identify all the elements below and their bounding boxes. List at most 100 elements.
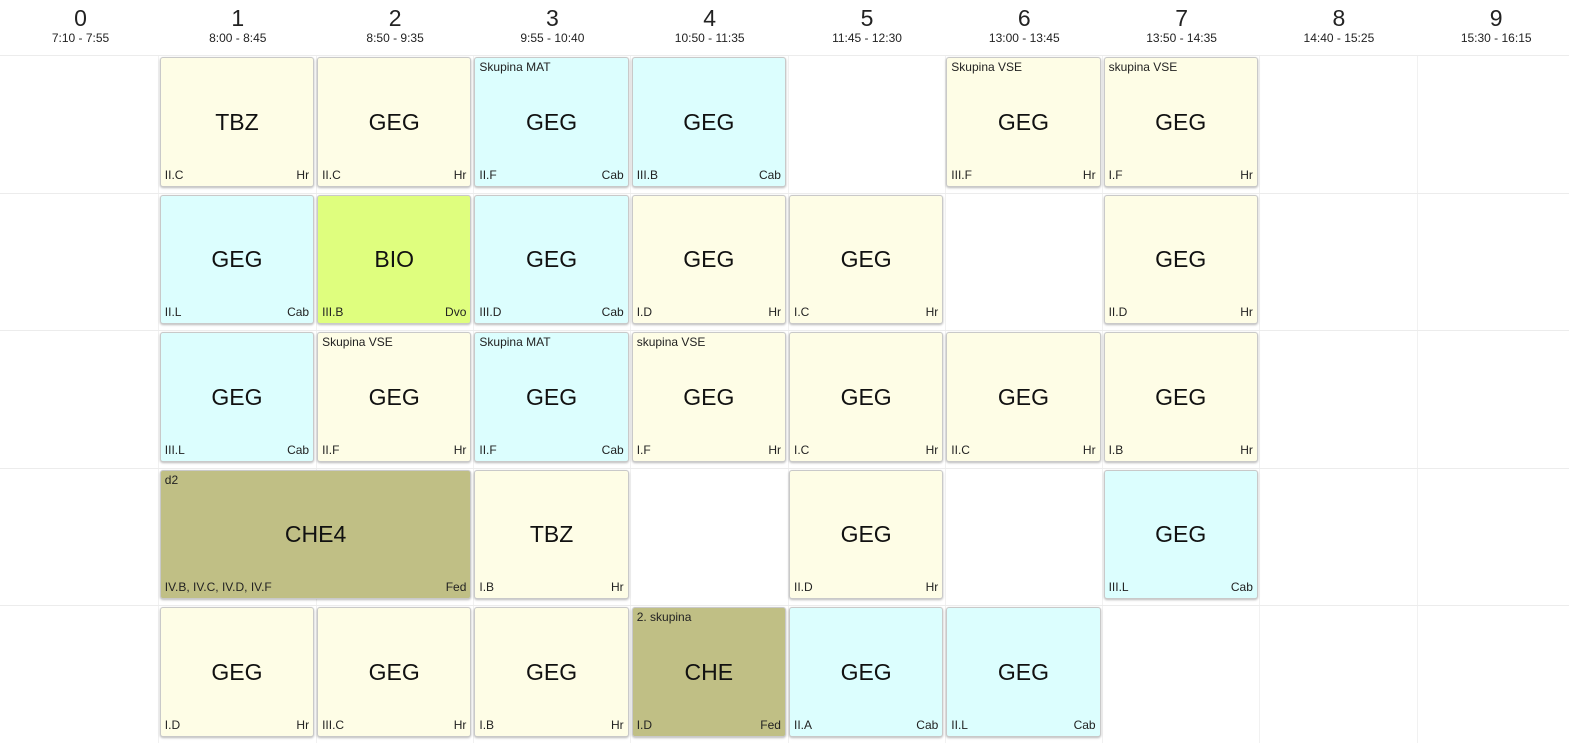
lesson-card[interactable]: GEG II.C Hr: [317, 57, 472, 187]
grid-line: [944, 55, 946, 743]
lesson-card[interactable]: GEG III.L Cab: [1103, 469, 1258, 599]
lesson-card[interactable]: GEG I.B Hr: [1103, 332, 1258, 462]
lesson-class: I.F: [1108, 167, 1123, 182]
lesson-class: IV.B, IV.C, IV.D, IV.F: [164, 580, 272, 594]
lesson-card[interactable]: Skupina VSE GEG III.F Hr: [946, 57, 1101, 187]
lesson-subject: CHE4: [284, 521, 347, 548]
lesson-card[interactable]: Skupina MAT GEG II.F Cab: [474, 332, 629, 462]
lesson-group-label: d2: [164, 472, 179, 487]
lesson-class: I.D: [164, 717, 181, 732]
lesson-subject: CHE: [684, 658, 734, 685]
lesson-subject: GEG: [525, 108, 578, 135]
period-number: 2: [388, 5, 402, 31]
lesson-teacher: Hr: [1082, 442, 1096, 457]
lesson-card[interactable]: BIO III.B Dvo: [317, 194, 472, 324]
lesson-card[interactable]: GEG II.A Cab: [789, 607, 944, 737]
lesson-subject: GEG: [368, 383, 420, 410]
lesson-class: III.D: [479, 305, 502, 319]
lesson-card[interactable]: GEG I.B Hr: [474, 607, 629, 737]
lesson-subject: GEG: [997, 108, 1049, 135]
lesson-card[interactable]: GEG III.D Cab: [474, 194, 629, 324]
lesson-card[interactable]: GEG II.C Hr: [946, 332, 1101, 462]
lesson-teacher: Fed: [445, 580, 467, 594]
period-time: 13:50 - 14:35: [1146, 31, 1217, 45]
day-row-3: [0, 330, 1569, 468]
lesson-teacher: Hr: [1240, 167, 1253, 182]
lesson-teacher: Hr: [296, 717, 310, 732]
lesson-subject: TBZ: [529, 521, 574, 548]
lesson-card[interactable]: GEG II.L Cab: [159, 194, 315, 324]
lesson-subject: GEG: [211, 246, 263, 273]
lesson-card[interactable]: GEG III.B Cab: [631, 57, 786, 187]
lesson-card[interactable]: GEG III.L Cab: [159, 332, 315, 462]
lesson-subject: GEG: [997, 383, 1049, 410]
lesson-group-label: Skupina VSE: [951, 60, 1023, 74]
period-number: 7: [1175, 5, 1188, 31]
lesson-subject: GEG: [211, 383, 263, 410]
lesson-subject: GEG: [1155, 246, 1207, 273]
lesson-subject: GEG: [1155, 108, 1207, 135]
lesson-card[interactable]: GEG I.D Hr: [159, 607, 315, 737]
lesson-group-label: skupina VSE: [1108, 60, 1178, 74]
period-number: 1: [231, 5, 245, 31]
lesson-teacher: Hr: [453, 717, 467, 732]
period-time: 9:55 - 10:40: [520, 31, 585, 45]
lesson-card[interactable]: 2. skupina CHE I.D Fed: [631, 607, 786, 737]
period-number: 6: [1017, 5, 1031, 31]
lesson-subject: GEG: [683, 383, 735, 410]
lesson-class: I.B: [1108, 442, 1124, 457]
lesson-subject: GEG: [840, 658, 892, 685]
period-time: 10:50 - 11:35: [674, 31, 745, 45]
period-header-3: 3 9:55 - 10:40: [474, 0, 631, 52]
lesson-card[interactable]: GEG I.D Hr: [631, 194, 786, 324]
lesson-class: II.F: [479, 167, 497, 182]
lesson-teacher: Fed: [760, 717, 781, 732]
lesson-card[interactable]: GEG II.L Cab: [946, 607, 1101, 737]
period-time: 8:50 - 9:35: [366, 31, 424, 45]
lesson-card[interactable]: TBZ II.C Hr: [159, 57, 315, 187]
lesson-class: I.D: [636, 305, 653, 319]
lesson-card[interactable]: GEG II.D Hr: [1103, 194, 1258, 324]
lesson-card[interactable]: skupina VSE GEG I.F Hr: [1103, 57, 1258, 187]
lesson-subject: GEG: [840, 246, 892, 273]
lesson-card[interactable]: d2 CHE4 IV.B, IV.C, IV.D, IV.F Fed: [159, 469, 472, 599]
lesson-class: III.B: [636, 167, 659, 182]
lesson-class: II.L: [164, 305, 182, 319]
period-number: 5: [860, 5, 874, 31]
lesson-card[interactable]: GEG III.C Hr: [317, 607, 472, 737]
lesson-card[interactable]: Skupina MAT GEG II.F Cab: [474, 57, 629, 187]
lesson-group-label: Skupina MAT: [479, 335, 551, 349]
period-time: 7:10 - 7:55: [51, 31, 110, 45]
lesson-class: II.A: [794, 717, 813, 732]
lesson-subject: GEG: [525, 658, 578, 685]
lesson-subject: GEG: [1155, 383, 1207, 410]
lesson-class: I.D: [636, 717, 653, 732]
period-header-5: 5 11:45 - 12:30: [789, 0, 946, 52]
day-row-2: [0, 192, 1569, 331]
lesson-class: III.L: [164, 442, 185, 457]
lesson-teacher: Hr: [925, 580, 939, 594]
period-number: 3: [545, 5, 559, 31]
lesson-card[interactable]: GEG II.D Hr: [789, 469, 944, 599]
lesson-card[interactable]: Skupina VSE GEG II.F Hr: [317, 332, 472, 462]
lesson-teacher: Cab: [287, 305, 310, 319]
grid-line: [630, 55, 632, 743]
lesson-teacher: Hr: [453, 167, 467, 182]
lesson-subject: GEG: [683, 108, 735, 135]
lesson-subject: GEG: [1155, 521, 1207, 548]
lesson-card[interactable]: skupina VSE GEG I.F Hr: [631, 332, 786, 462]
lesson-teacher: Cab: [1073, 717, 1096, 732]
lesson-class: III.C: [322, 717, 345, 732]
period-time: 11:45 - 12:30: [832, 31, 902, 45]
period-number: 4: [703, 5, 717, 31]
lesson-card[interactable]: GEG I.C Hr: [789, 332, 944, 462]
lesson-subject: TBZ: [215, 108, 259, 135]
lesson-group-label: 2. skupina: [636, 610, 692, 624]
lesson-subject: BIO: [374, 246, 415, 273]
period-header-1: 1 8:00 - 8:45: [159, 0, 316, 52]
lesson-class: I.B: [479, 717, 495, 732]
lesson-card[interactable]: TBZ I.B Hr: [474, 469, 629, 599]
lesson-teacher: Hr: [925, 442, 939, 457]
lesson-class: II.D: [1108, 305, 1128, 319]
lesson-card[interactable]: GEG I.C Hr: [789, 194, 944, 324]
